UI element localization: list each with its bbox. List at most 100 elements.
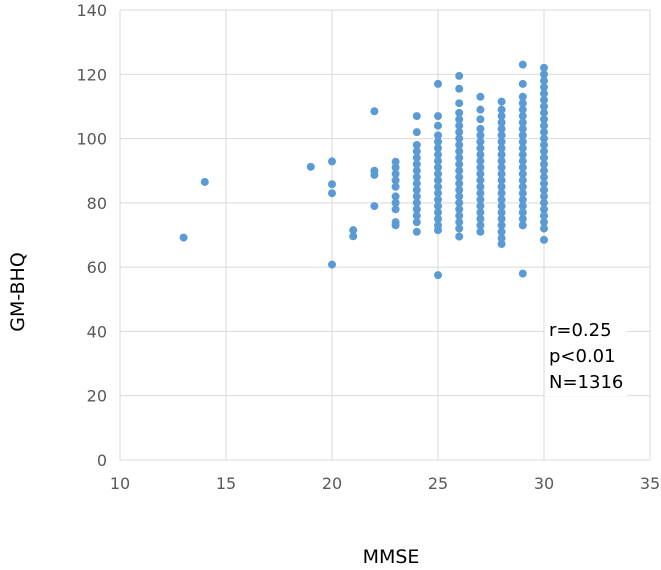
data-point (328, 189, 336, 198)
data-point (412, 153, 421, 162)
data-point (497, 150, 506, 159)
data-point (434, 208, 442, 217)
x-tick-label: 15 (216, 474, 236, 493)
data-point (434, 112, 442, 121)
data-point (540, 235, 548, 244)
grid-lines (119, 9, 651, 461)
data-point (455, 173, 464, 182)
y-axis-title: GM-BHQ (7, 252, 29, 332)
data-point (540, 173, 548, 182)
data-point (476, 92, 485, 101)
data-point (518, 118, 527, 127)
data-point (434, 214, 442, 223)
data-point (518, 144, 527, 153)
data-point (497, 182, 506, 191)
data-point (370, 107, 379, 116)
data-point (412, 205, 421, 214)
data-point (476, 124, 485, 133)
annotation-n-value: N=1316 (549, 372, 624, 393)
data-point (518, 105, 527, 114)
data-point (455, 211, 464, 220)
y-tick-label: 40 (87, 322, 107, 341)
x-axis-ticks: 10 15 20 25 30 35 (110, 474, 660, 493)
data-point (518, 150, 527, 159)
data-point (540, 166, 548, 175)
data-point (540, 186, 548, 194)
data-point (412, 173, 421, 182)
data-point (476, 189, 485, 198)
data-point (540, 128, 548, 137)
data-point (518, 92, 527, 101)
data-point (434, 271, 442, 280)
data-point (370, 166, 379, 175)
data-point (540, 205, 548, 214)
data-point (412, 211, 421, 220)
data-point (434, 221, 442, 230)
data-point (540, 63, 548, 72)
data-point (518, 269, 527, 278)
data-point (455, 71, 464, 80)
data-point (476, 150, 485, 159)
data-point (412, 179, 421, 188)
data-point (434, 131, 442, 140)
data-point (455, 147, 464, 156)
data-point (412, 128, 421, 137)
data-point (434, 137, 442, 146)
data-point (476, 195, 485, 204)
data-point (497, 202, 506, 211)
data-point (476, 137, 485, 146)
data-point (476, 202, 485, 211)
data-point (518, 169, 527, 178)
data-point (497, 144, 506, 153)
data-point (497, 105, 506, 114)
data-point (434, 163, 442, 172)
data-point (518, 60, 527, 69)
data-point (434, 157, 442, 166)
data-point (412, 160, 421, 169)
data-point (540, 108, 548, 117)
data-point (455, 134, 464, 143)
data-point (476, 157, 485, 166)
x-tick-label: 10 (110, 474, 130, 493)
x-tick-label: 30 (534, 474, 554, 493)
data-point (455, 153, 464, 162)
data-point (455, 84, 464, 93)
data-point (434, 202, 442, 211)
data-point (518, 189, 527, 198)
data-point (328, 260, 336, 269)
data-point (497, 169, 506, 178)
data-point (518, 131, 527, 140)
data-point (476, 105, 485, 114)
data-point (412, 198, 421, 207)
data-point (518, 214, 527, 223)
data-point (391, 205, 400, 214)
data-point (328, 157, 336, 166)
data-point (518, 221, 527, 230)
data-point (412, 192, 421, 201)
data-point (391, 192, 400, 201)
data-point (497, 157, 506, 166)
data-point (540, 89, 548, 98)
data-point (540, 134, 548, 143)
data-point (349, 232, 358, 241)
data-point (179, 233, 188, 242)
data-point (412, 112, 421, 121)
data-point (497, 195, 506, 204)
data-point (391, 176, 400, 185)
data-point (434, 121, 442, 130)
data-point (497, 234, 506, 243)
data-point (455, 232, 464, 241)
data-point (540, 179, 548, 188)
data-point (476, 176, 485, 185)
data-point (434, 176, 442, 185)
data-point (391, 182, 400, 191)
data-point (391, 163, 400, 172)
data-point (476, 227, 485, 236)
data-point (476, 144, 485, 153)
data-point (455, 99, 464, 108)
data-point (497, 137, 506, 146)
y-axis-ticks: 0 20 40 60 80 100 120 140 (76, 1, 107, 470)
y-tick-label: 80 (87, 194, 107, 213)
y-tick-label: 0 (97, 451, 107, 470)
data-point (476, 169, 485, 178)
